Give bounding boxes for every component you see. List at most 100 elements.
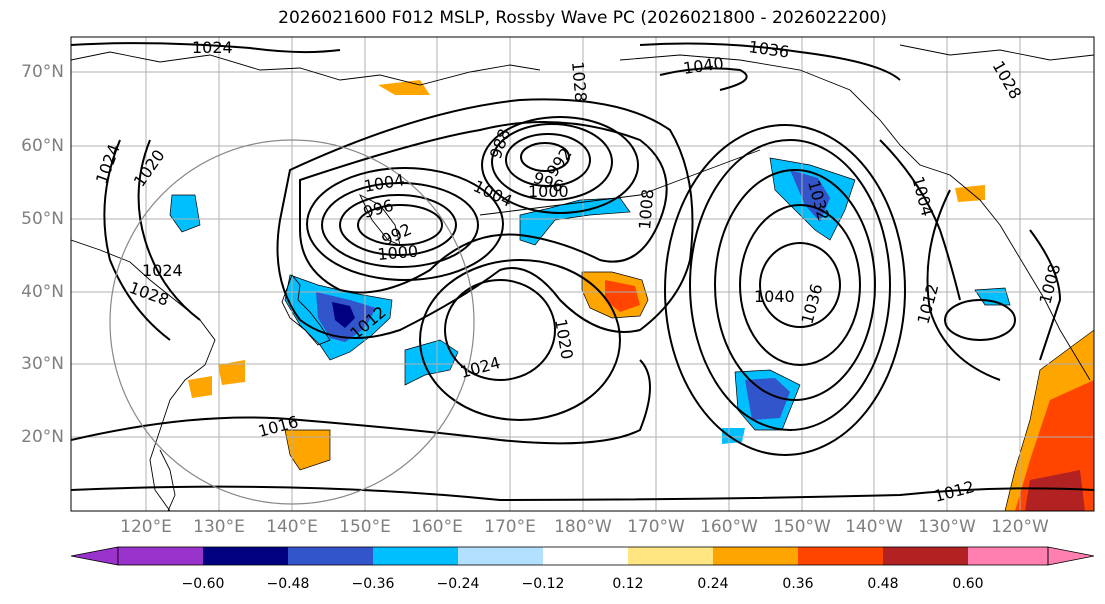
coast-japan	[281, 274, 331, 346]
lon-label-170w: 170°W	[627, 517, 685, 537]
coast-arctic	[899, 44, 1094, 61]
isobar-1012-e	[926, 189, 1001, 381]
isobar-labels: 1024 1036 1040 1028 1028 1024 1020 988 9…	[92, 37, 1064, 506]
colorbar-bin-1	[118, 547, 203, 565]
map-frame	[70, 36, 1095, 512]
lbl-1000-a: 1000	[528, 182, 569, 201]
isobar-high-east-1032	[714, 169, 876, 401]
isobar-1024-west	[103, 139, 171, 341]
isobar-low-bering-1000	[481, 116, 639, 214]
map-plot-area: 1024 1036 1040 1028 1028 1024 1020 988 9…	[71, 37, 1094, 511]
isobar-high-east-1040	[759, 242, 841, 328]
colorbar-label-p024: 0.24	[697, 576, 729, 592]
colorbar-label-m048: −0.48	[266, 576, 310, 592]
positive-anomaly-arctic	[378, 80, 430, 95]
lbl-1040-e: 1040	[754, 287, 795, 306]
positive-anomaly-taiwan	[188, 376, 212, 398]
coast-alaska	[619, 54, 1001, 226]
isobar-1008-e	[1029, 229, 1062, 361]
colorbar-bin-9	[798, 547, 883, 565]
colorbar-label-p012: 0.12	[612, 576, 644, 592]
lat-label-50n: 50°N	[21, 209, 64, 229]
colorbar-bin-4	[373, 547, 458, 565]
lon-label-150e: 150°E	[339, 517, 391, 537]
lbl-1024-asia: 1024	[142, 261, 183, 280]
lon-label-180w: 180°W	[554, 517, 612, 537]
colorbar-extend-high	[1047, 546, 1095, 566]
isobar-low-bering-988	[520, 142, 570, 172]
lon-label-140w: 140°W	[845, 517, 903, 537]
map-title: 2026021600 F012 MSLP, Rossby Wave PC (20…	[278, 8, 887, 28]
isobar-high-east-1028	[689, 139, 891, 431]
isobar-low-east-1012	[944, 299, 1016, 341]
colorbar-bin-10	[883, 547, 968, 565]
colorbar-bin-6	[543, 547, 628, 565]
isobar-1040-north	[659, 67, 748, 91]
isobar-1008-main	[276, 98, 694, 339]
isobar-1016	[71, 359, 651, 445]
colorbar-label-p036: 0.36	[782, 576, 814, 592]
lon-label-150w: 150°W	[773, 517, 831, 537]
negative-anomaly-japan-center	[332, 302, 355, 328]
colorbar-label-p048: 0.48	[867, 576, 899, 592]
lon-label-160w: 160°W	[700, 517, 758, 537]
lat-label-60n: 60°N	[21, 136, 64, 156]
lon-label-140e: 140°E	[266, 517, 318, 537]
colorbar-bin-2	[203, 547, 288, 565]
colorbar-bin-8	[713, 547, 798, 565]
colorbar-label-m012: −0.12	[521, 576, 565, 592]
positive-anomaly-mexico-center	[1025, 470, 1085, 511]
isobar-low-kamchatka-992	[357, 204, 443, 246]
lbl-1000-b: 1000	[377, 242, 419, 264]
colorbar-bin-5	[458, 547, 543, 565]
isobar-low-bering-996	[491, 123, 613, 201]
lon-label-130e: 130°E	[193, 517, 245, 537]
colorbar-bin-7	[628, 547, 713, 565]
isobar-low-kamchatka-1000	[321, 182, 479, 268]
isobar-1012-south	[71, 485, 1094, 502]
lon-label-120w: 120°W	[991, 517, 1049, 537]
lat-label-40n: 40°N	[21, 282, 64, 302]
isobar-low-kamchatka-996	[339, 194, 457, 256]
lon-label-160e: 160°E	[411, 517, 463, 537]
positive-anomaly-okinawa	[218, 360, 245, 385]
isobar-1004-main	[299, 121, 668, 294]
lat-label-30n: 30°N	[21, 354, 64, 374]
isobar-high-east-1024	[664, 124, 906, 456]
colorbar-bin-3	[288, 547, 373, 565]
positive-anomaly-bc	[955, 185, 985, 202]
colorbar-label-m036: −0.36	[351, 576, 395, 592]
isobar-high-central-1020	[419, 259, 621, 421]
colorbar-label-p060: 0.60	[952, 576, 984, 592]
isobar-high-east-1036	[739, 204, 861, 366]
lon-label-130w: 130°W	[918, 517, 976, 537]
lon-label-120e: 120°E	[120, 517, 172, 537]
colorbar-label-m024: −0.24	[436, 576, 480, 592]
colorbar-frame	[117, 546, 1049, 566]
positive-anomaly-midpacific-core	[605, 280, 640, 312]
isobars	[71, 42, 1094, 502]
negative-anomaly-tropic	[722, 428, 745, 444]
lbl-1008-c: 1008	[635, 188, 657, 230]
colorbar-label-m060: −0.60	[181, 576, 225, 592]
lat-label-20n: 20°N	[21, 427, 64, 447]
isobar-1036-north	[639, 42, 901, 81]
lat-label-70n: 70°N	[21, 62, 64, 82]
lbl-1024-nw: 1024	[192, 38, 233, 57]
lbl-1028-n: 1028	[568, 61, 590, 103]
isobar-low-bering-992	[505, 133, 591, 187]
colorbar-extend-low	[70, 546, 119, 566]
isobar-1004-e	[879, 139, 961, 301]
colorbar	[70, 546, 1095, 566]
positive-anomaly-subtropic-west	[284, 429, 331, 471]
colorbar-bin-11	[968, 547, 1048, 565]
negative-anomaly-hawaii-core	[745, 378, 790, 420]
negative-anomaly-siberia	[169, 194, 201, 233]
coast-asia	[71, 51, 541, 511]
lon-label-170e: 170°E	[484, 517, 536, 537]
isobar-1024-north	[71, 42, 341, 54]
coast-philippines	[159, 449, 176, 511]
isobar-high-central-1024	[444, 279, 556, 381]
negative-anomaly-pacific-south	[404, 339, 459, 386]
